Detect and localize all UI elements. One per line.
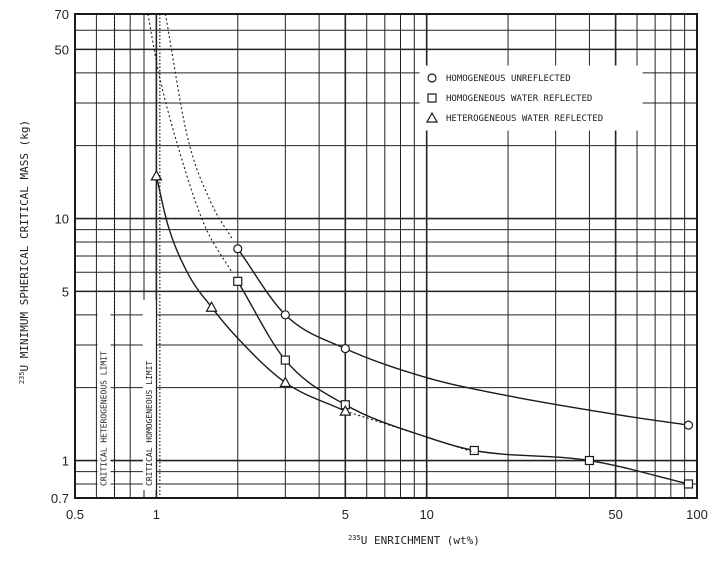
legend-label: HOMOGENEOUS WATER REFLECTED: [446, 94, 592, 104]
annotations: CRITICAL HETEROGENEOUS LIMIT CRITICAL HOM…: [97, 14, 161, 498]
data-point-square: [683, 479, 694, 489]
legend: HOMOGENEOUS UNREFLECTED HOMOGENEOUS WATER…: [419, 65, 643, 131]
x-tick-label: 0.5: [66, 507, 84, 522]
critical-limit-label-bg: [97, 300, 111, 490]
y-axis-title-text: U MINIMUM SPHERICAL CRITICAL MASS (kg): [18, 120, 31, 372]
y-axis-title-superscript: 235: [18, 372, 26, 385]
series-square: [147, 14, 694, 489]
y-tick-label: 5: [62, 284, 69, 299]
series-circle: [164, 14, 694, 430]
data-point-triangle: [150, 169, 163, 181]
data-point-circle: [683, 420, 694, 430]
y-tick-label: 1: [62, 454, 69, 469]
legend-marker-square: [427, 93, 437, 103]
x-tick-label: 10: [419, 507, 433, 522]
series-dotted-asymptote: [147, 14, 233, 273]
x-tick-label: 50: [608, 507, 622, 522]
data-point-triangle: [205, 300, 218, 312]
data-point-square: [584, 455, 595, 466]
data-point-circle: [280, 310, 290, 320]
tick-labels: 0.5 1 5 10 50 100 0.7 1 5 10 50 70: [51, 7, 708, 522]
y-tick-label: 0.7: [51, 491, 69, 506]
y-tick-label: 50: [55, 42, 69, 57]
critical-limit-label: CRITICAL HOMOGENEOUS LIMIT: [145, 361, 154, 486]
y-tick-label: 10: [55, 212, 69, 227]
series-triangle: [150, 169, 475, 453]
plot-frame: [74, 13, 698, 499]
y-axis-title: 235U MINIMUM SPHERICAL CRITICAL MASS (kg…: [18, 120, 31, 384]
x-tick-label: 5: [342, 507, 349, 522]
data-point-circle: [340, 344, 350, 354]
series-dotted-asymptote: [164, 14, 233, 239]
x-axis-title-text: U ENRICHMENT (wt%): [361, 534, 480, 547]
legend-label: HOMOGENEOUS UNREFLECTED: [446, 74, 571, 84]
y-tick-label: 70: [55, 7, 69, 22]
x-axis-title: 235U ENRICHMENT (wt%): [348, 534, 480, 547]
data-point-triangle: [279, 376, 292, 388]
legend-marker-triangle: [425, 111, 439, 123]
x-tick-label: 100: [686, 507, 708, 522]
x-axis-title-superscript: 235: [348, 534, 361, 542]
data-point-circle: [233, 244, 243, 254]
data-point-square: [233, 276, 243, 286]
legend-label: HETEROGENEOUS WATER REFLECTED: [446, 114, 603, 124]
data-point-square: [280, 355, 290, 365]
critical-limit-label: CRITICAL HETEROGENEOUS LIMIT: [100, 351, 109, 486]
data-point-square: [469, 445, 479, 456]
data-point-triangle: [339, 404, 352, 416]
x-tick-label: 1: [153, 507, 160, 522]
series-dotted-extension: [345, 410, 475, 453]
legend-box: [419, 65, 643, 131]
legend-marker-circle: [427, 73, 437, 83]
series-layer: [147, 14, 694, 489]
critical-limit-label-bg: [142, 300, 156, 490]
